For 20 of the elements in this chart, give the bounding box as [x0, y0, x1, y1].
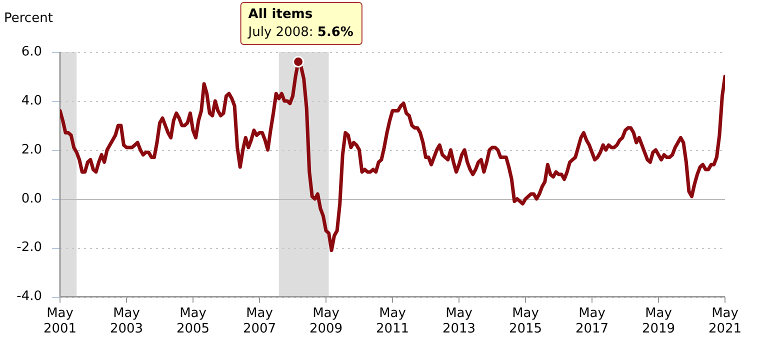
y-tick-label: -2.0: [16, 240, 42, 256]
annotation: July 2008: 5.6%: [247, 25, 354, 40]
x-tick-label: May 2001: [43, 306, 77, 337]
x-tick-label: May 2019: [642, 306, 676, 337]
y-tick-label: 4.0: [21, 93, 42, 108]
x-tick-label: May 2013: [442, 306, 476, 337]
y-axis-title: Percent: [4, 11, 53, 26]
x-tick-label: May 2007: [242, 306, 276, 337]
x-tick-label: May 2005: [176, 306, 210, 337]
x-tick-label: May 2015: [508, 306, 542, 337]
text: All items: [248, 7, 313, 22]
x-tick-label: May 2009: [309, 306, 343, 337]
y-tick-label: 2.0: [21, 142, 42, 158]
x-tick-label: May 2011: [376, 306, 410, 337]
x-tick-label: May 2017: [575, 306, 609, 337]
x-tick-label: May 2003: [110, 306, 144, 337]
x-tick-label: May 2021: [708, 306, 742, 337]
y-tick-label: 0.0: [21, 191, 42, 206]
y-tick-label: 6.0: [21, 44, 42, 60]
y-tick-label: -4.0: [16, 289, 42, 304]
